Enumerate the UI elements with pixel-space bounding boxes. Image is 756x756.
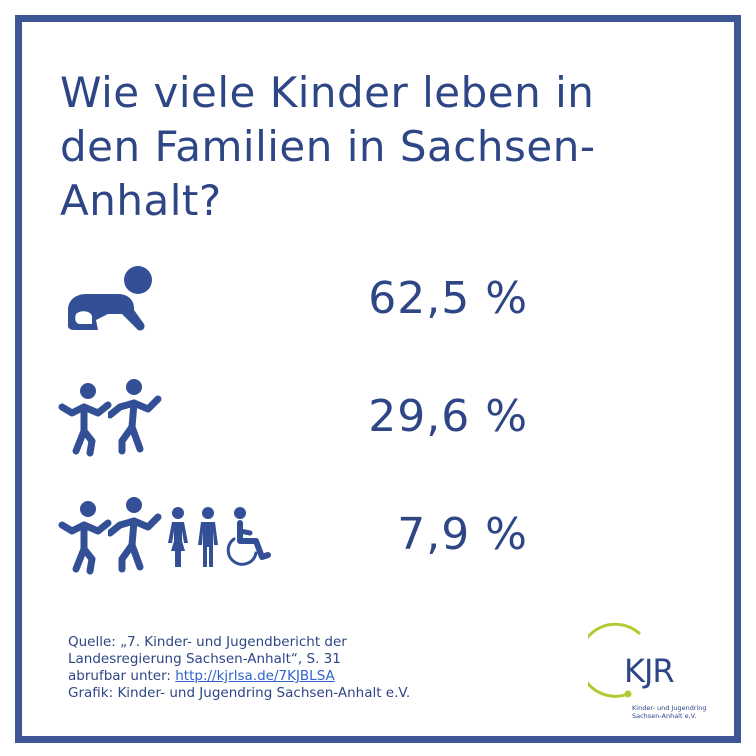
row-icons — [58, 490, 274, 580]
boy-icon — [198, 507, 218, 567]
logo-caption-line-1: Kinder- und Jugendring — [632, 704, 707, 712]
dancing-child-icon — [108, 379, 162, 455]
logo-caption-line-2: Sachsen-Anhalt e.V. — [632, 712, 697, 720]
kjr-logo: KJR Kinder- und Jugendring Sachsen-Anhal… — [577, 620, 728, 730]
crawling-baby-icon — [68, 266, 152, 331]
source-line-3: abrufbar unter: http://kjrlsa.de/7KJBLSA — [68, 668, 410, 685]
source-line-4: Grafik: Kinder- und Jugendring Sachsen-A… — [68, 685, 411, 701]
title-line-2: den Familien in Sachsen- — [60, 122, 596, 171]
stat-row-two-children: 29,6 % — [22, 372, 734, 462]
percent-value: 29,6 % — [368, 391, 528, 442]
logo-letters: KJR — [624, 652, 674, 690]
percent-value: 62,5 % — [368, 273, 528, 324]
row-icons — [58, 372, 162, 462]
infographic-frame: Wie viele Kinder leben in den Familien i… — [15, 15, 741, 743]
stat-row-three-plus-children: 7,9 % — [22, 490, 734, 580]
dancing-child-icon — [58, 383, 112, 457]
source-link[interactable]: http://kjrlsa.de/7KJBLSA — [175, 668, 335, 684]
girl-icon — [168, 507, 188, 567]
kjr-logo-mark: KJR — [577, 622, 675, 698]
dancing-child-icon — [58, 501, 112, 575]
source-line-1: Quelle: „7. Kinder- und Jugendbericht de… — [68, 634, 347, 650]
percent-value: 7,9 % — [397, 509, 528, 560]
wheelchair-user-icon — [226, 507, 271, 566]
stat-row-one-child: 62,5 % — [22, 254, 734, 344]
logo-caption: Kinder- und Jugendring Sachsen-Anhalt e.… — [632, 704, 707, 720]
page-title: Wie viele Kinder leben in den Familien i… — [60, 66, 700, 228]
dancing-child-icon — [108, 497, 162, 573]
source-prefix: abrufbar unter: — [68, 668, 176, 684]
row-icons — [58, 254, 154, 344]
source-note: Quelle: „7. Kinder- und Jugendbericht de… — [68, 634, 410, 702]
source-line-2: Landesregierung Sachsen-Anhalt“, S. 31 — [68, 651, 341, 667]
title-line-3: Anhalt? — [60, 176, 222, 225]
title-line-1: Wie viele Kinder leben in — [60, 68, 595, 117]
